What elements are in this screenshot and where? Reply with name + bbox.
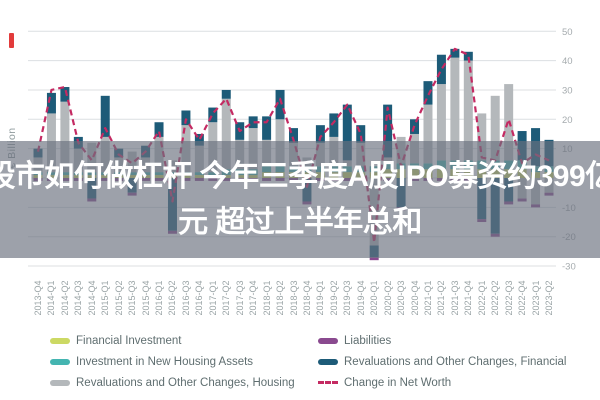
legend-item: Change in Net Worth [318, 377, 590, 389]
x-axis-label: 2017-Q2 [221, 280, 232, 316]
bar-segment [275, 89, 285, 120]
x-axis-label: 2022-Q4 [517, 280, 528, 316]
bar-segment [369, 257, 379, 261]
bar-segment [463, 51, 473, 61]
x-axis-label: 2023-Q1 [530, 280, 541, 316]
headline-line-2: 元 超过上半年总和 [178, 205, 422, 239]
bar-segment [100, 95, 110, 137]
x-axis-label: 2020-Q2 [382, 280, 393, 316]
headline-overlay: 股市如何做杠杆 今年三季度A股IPO募资约399亿 元 超过上半年总和 [0, 141, 600, 258]
bar-segment [463, 60, 473, 161]
x-axis-label: 2016-Q4 [194, 280, 205, 316]
x-axis-label: 2020-Q1 [369, 280, 380, 316]
x-axis-label: 2015-Q4 [140, 280, 151, 316]
x-axis-label: 2017-Q1 [207, 280, 218, 316]
bar-segment [208, 107, 218, 123]
x-axis-label: 2022-Q2 [490, 280, 501, 316]
bar-segment [46, 92, 56, 114]
bar-segment [450, 48, 460, 58]
x-axis-label: 2017-Q4 [248, 280, 259, 316]
x-axis-label: 2019-Q1 [315, 280, 326, 316]
legend-color-swatch [50, 379, 70, 386]
legend-dashed-line-swatch [318, 381, 338, 384]
legend-label: Revaluations and Other Changes, Financia… [344, 355, 567, 368]
bar-segment [221, 89, 231, 99]
x-axis-label: 2022-Q3 [503, 280, 514, 316]
bar-segment [450, 57, 460, 161]
bar-segment [289, 128, 298, 143]
bar-segment [60, 87, 70, 102]
x-axis-label: 2013-Q4 [33, 280, 43, 316]
legend-label: Liabilities [344, 334, 392, 347]
x-axis-label: 2016-Q3 [180, 280, 191, 316]
bar-segment [262, 116, 272, 140]
net-worth-line [36, 47, 550, 244]
x-axis-label: 2019-Q3 [342, 280, 353, 316]
bar-segment [436, 84, 446, 161]
x-axis-label: 2015-Q1 [100, 280, 111, 316]
legend-label: Investment in New Housing Assets [76, 355, 254, 368]
legend-color-swatch [318, 337, 338, 344]
y-axis-tick-label: 40 [562, 56, 573, 67]
x-axis-label: 2018-Q2 [275, 280, 286, 316]
x-axis-label: 2019-Q4 [355, 280, 366, 316]
x-axis-label: 2017-Q3 [234, 280, 245, 316]
bar-segment [315, 125, 325, 143]
bar-segment [477, 113, 487, 161]
legend-label: Financial Investment [76, 334, 182, 347]
x-axis-label: 2014-Q3 [73, 280, 84, 316]
legend-item: Investment in New Housing Assets [50, 356, 318, 368]
x-axis-label: 2020-Q3 [396, 280, 407, 316]
legend-color-swatch [50, 358, 70, 365]
bar-segment [423, 81, 433, 105]
x-axis-label: 2018-Q3 [288, 280, 299, 316]
bar-segment [221, 98, 231, 170]
bar-segment [194, 133, 204, 146]
x-axis-label: 2022-Q1 [476, 280, 487, 316]
y-axis-tick-label: 20 [562, 115, 573, 126]
y-axis-tick-label: 50 [562, 27, 573, 38]
x-axis-label: 2015-Q2 [113, 280, 124, 316]
x-axis-label: 2020-Q4 [409, 280, 420, 316]
bar-segment [154, 122, 164, 137]
legend-item: Revaluations and Other Changes, Housing [50, 377, 318, 389]
bar-segment [383, 104, 393, 158]
x-axis-label: 2021-Q4 [463, 280, 474, 316]
x-axis-label: 2014-Q4 [86, 280, 97, 316]
bar-segment [356, 125, 366, 143]
x-axis-label: 2021-Q2 [436, 280, 447, 316]
bar-segment [181, 110, 191, 126]
bar-segment [423, 104, 433, 164]
bar-segment [60, 101, 70, 173]
legend-label: Change in Net Worth [344, 376, 452, 389]
x-axis-label: 2023-Q2 [544, 280, 554, 316]
bar-segment [248, 116, 258, 129]
x-axis-label: 2014-Q1 [46, 280, 57, 316]
x-axis-label: 2019-Q2 [328, 280, 339, 316]
y-axis-tick-label: -30 [562, 262, 576, 273]
legend-item: Revaluations and Other Changes, Financia… [318, 356, 590, 368]
x-axis-label: 2016-Q1 [154, 280, 165, 316]
headline-line-1: 股市如何做杠杆 今年三季度A股IPO募资约399亿 [0, 159, 600, 193]
bar-segment [329, 113, 339, 137]
legend-color-swatch [50, 337, 70, 344]
red-corner-mark [9, 33, 14, 48]
chart-legend: Financial Investment Liabilities Investmen… [50, 330, 590, 393]
y-axis-tick-label: 30 [562, 85, 573, 96]
x-axis-label: 2018-Q4 [301, 280, 312, 316]
x-axis-label: 2015-Q3 [127, 280, 138, 316]
bar-segment [490, 95, 500, 161]
legend-item: Financial Investment [50, 335, 318, 347]
legend-color-swatch [318, 358, 338, 365]
x-axis-label: 2021-Q1 [422, 280, 433, 316]
x-axis-label: 2014-Q2 [59, 280, 70, 316]
x-axis-label: 2016-Q2 [167, 280, 178, 316]
legend-label: Revaluations and Other Changes, Housing [76, 376, 295, 389]
bar-segment [342, 104, 352, 161]
legend-item: Liabilities [318, 335, 590, 347]
bar-segment [436, 54, 446, 85]
x-axis-label: 2021-Q3 [449, 280, 460, 316]
x-axis-label: 2018-Q1 [261, 280, 272, 316]
